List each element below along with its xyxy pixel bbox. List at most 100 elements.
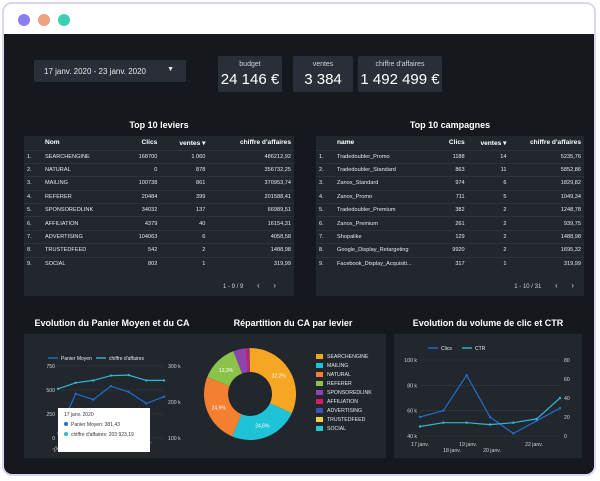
chevron-down-icon: ▼ bbox=[167, 66, 174, 73]
chevron-right-icon[interactable]: › bbox=[273, 281, 276, 290]
window-dot-orange[interactable] bbox=[38, 14, 50, 26]
x-tick: 18 janv. bbox=[443, 448, 461, 454]
levers-title: Top 10 leviers bbox=[129, 120, 189, 130]
legend-swatch-6 bbox=[316, 408, 323, 413]
row-ventes: 2 bbox=[467, 243, 510, 258]
column-header-ca[interactable]: chiffre d'affaires bbox=[239, 139, 291, 147]
table-row[interactable]: 1. Tradedoubler_Promo 1188 14 5235,76 bbox=[316, 149, 584, 164]
chevron-left-icon[interactable]: ‹ bbox=[554, 281, 558, 290]
column-header-clics[interactable]: Clics bbox=[141, 139, 158, 147]
series-point-0-4 bbox=[512, 432, 515, 435]
table-row[interactable]: 8. Google_Display_Retargeting 9920 2 1695,32 bbox=[316, 243, 584, 258]
row-index: 2. bbox=[24, 162, 42, 177]
kpi-label: chiffre d'affaires bbox=[375, 61, 425, 68]
table-row[interactable]: 6. AFFILIATION 4379 40 16154,31 bbox=[24, 216, 294, 231]
levers-table: Nom Clics ventes ▾ chiffre d'affaires 1.… bbox=[24, 136, 294, 271]
row-name: Zanox_Standard bbox=[334, 176, 440, 191]
legend-swatch-0 bbox=[316, 354, 323, 359]
row-ca: 5235,76 bbox=[509, 149, 584, 164]
x-tick: 22 janv. bbox=[525, 442, 543, 448]
series-point-1-4 bbox=[512, 421, 515, 424]
chart-panier-title: Evolution du Panier Moyen et du CA bbox=[34, 318, 190, 328]
legend-label-3: REFERER bbox=[327, 381, 352, 387]
x-tick: 19 janv. bbox=[459, 442, 477, 448]
row-ca: 356732,25 bbox=[208, 162, 294, 177]
campaigns-table: name Clics ventes ▾ chiffre d'affaires 1… bbox=[316, 136, 584, 271]
row-ca: 319,99 bbox=[208, 256, 294, 271]
table-row[interactable]: 8. TRUSTEDFEED 542 2 1488,98 bbox=[24, 243, 294, 258]
row-ventes: 6 bbox=[467, 176, 510, 191]
donut-slice-searchengine bbox=[250, 348, 296, 414]
row-clics: 168700 bbox=[123, 149, 161, 164]
row-index: 1. bbox=[316, 149, 334, 164]
kpi-label: ventes bbox=[312, 61, 334, 68]
column-header-index bbox=[24, 136, 42, 150]
legend-label-7: TRUSTEDFEED bbox=[327, 417, 366, 423]
table-row[interactable]: 9. SOCIAL 802 1 319,99 bbox=[24, 256, 294, 271]
row-ca: 1248,78 bbox=[509, 203, 584, 217]
column-header-nom[interactable]: Nom bbox=[45, 139, 60, 147]
row-index: 8. bbox=[24, 243, 42, 258]
chevron-right-icon[interactable]: › bbox=[571, 281, 574, 290]
chevron-left-icon[interactable]: ‹ bbox=[256, 281, 260, 290]
legend-label-8: SOCIAL bbox=[327, 426, 346, 432]
row-ca: 4058,58 bbox=[208, 229, 294, 244]
y-right-tick: 200 k bbox=[168, 400, 181, 406]
row-clics: 9920 bbox=[439, 243, 468, 258]
legend-label-1: chiffre d'affaires bbox=[109, 356, 144, 362]
table-row[interactable]: 3. MAILING 100738 861 370953,74 bbox=[24, 176, 294, 191]
series-point-1-0 bbox=[418, 425, 422, 428]
legend-swatch-3 bbox=[316, 381, 323, 386]
row-ventes: 1 060 bbox=[160, 149, 209, 164]
y-left-tick: 100 k bbox=[404, 358, 417, 364]
donut-slice-sponsoredlink bbox=[233, 348, 248, 374]
y-right-tick: 60 bbox=[564, 377, 570, 383]
row-index: 4. bbox=[316, 189, 334, 204]
row-ventes: 14 bbox=[467, 149, 510, 164]
series-point-1-3 bbox=[109, 374, 113, 377]
y-left-tick: 60 k bbox=[407, 409, 417, 415]
column-header-clics[interactable]: Clics bbox=[448, 139, 465, 147]
y-right-tick: 40 bbox=[564, 396, 570, 402]
window-dot-purple[interactable] bbox=[18, 14, 30, 26]
date-range-label: 17 janv. 2020 - 23 janv. 2020 bbox=[44, 67, 146, 76]
table-row[interactable]: 2. Tradedoubler_Standard 863 11 5852,86 bbox=[316, 162, 584, 177]
row-index: 7. bbox=[316, 229, 334, 244]
column-header-ventes[interactable]: ventes ▾ bbox=[480, 139, 507, 147]
row-index: 2. bbox=[316, 162, 334, 177]
date-range-picker[interactable]: 17 janv. 2020 - 23 janv. 2020 ▼ bbox=[34, 60, 186, 82]
table-row[interactable]: 5. SPONSOREDLINK 34032 137 66989,51 bbox=[24, 203, 294, 217]
y-left-tick: 40 k bbox=[407, 434, 417, 440]
table-row[interactable]: 7. ADVERTISING 104063 6 4058,58 bbox=[24, 229, 294, 244]
table-row[interactable]: 7. Shopalike 129 2 1488,98 bbox=[316, 229, 584, 244]
table-row[interactable]: 3. Zanox_Standard 974 6 1829,82 bbox=[316, 176, 584, 191]
donut-slice-mailing bbox=[232, 403, 292, 440]
column-header-ventes[interactable]: ventes ▾ bbox=[179, 139, 206, 147]
table-row[interactable]: 5. Tradedoubler_Premium 382 2 1248,78 bbox=[316, 203, 584, 217]
window-dot-green[interactable] bbox=[58, 14, 70, 26]
table-row[interactable]: 2. NATURAL 0 878 356732,25 bbox=[24, 162, 294, 177]
series-line-1 bbox=[419, 397, 561, 428]
pager-range: 1 - 9 / 9 bbox=[222, 284, 244, 290]
table-row[interactable]: 6. Zanox_Premium 261 2 939,75 bbox=[316, 216, 584, 231]
row-clics: 261 bbox=[439, 216, 468, 231]
row-ventes: 1 bbox=[160, 256, 209, 271]
browser-frame: 17 janv. 2020 - 23 janv. 2020 ▼ budget 2… bbox=[2, 2, 596, 476]
row-clics: 34032 bbox=[123, 203, 161, 217]
row-clics: 1188 bbox=[439, 149, 468, 164]
kpi-value: 1 492 499 € bbox=[360, 71, 440, 88]
table-row[interactable]: 1. SEARCHENGINE 168700 1 060 486212,92 bbox=[24, 149, 294, 164]
row-name: TRUSTEDFEED bbox=[42, 243, 124, 258]
row-index: 6. bbox=[316, 216, 334, 231]
column-header-ca[interactable]: chiffre d'affaires bbox=[529, 139, 581, 147]
table-row[interactable]: 9. Facebook_Display_Acquisiti... 317 1 319,9… bbox=[316, 256, 584, 271]
column-header-name[interactable]: name bbox=[337, 139, 355, 147]
donut-slice-label: 32,2% bbox=[272, 374, 287, 380]
table-row[interactable]: 4. Zanox_Promo 711 5 1049,34 bbox=[316, 189, 584, 204]
row-ventes: 861 bbox=[160, 176, 209, 191]
row-index: 5. bbox=[24, 203, 42, 217]
legend-label-2: NATURAL bbox=[327, 372, 351, 378]
legend-swatch-8 bbox=[316, 426, 323, 431]
table-row[interactable]: 4. REFERER 20484 399 201588,41 bbox=[24, 189, 294, 204]
row-clics: 863 bbox=[439, 162, 468, 177]
